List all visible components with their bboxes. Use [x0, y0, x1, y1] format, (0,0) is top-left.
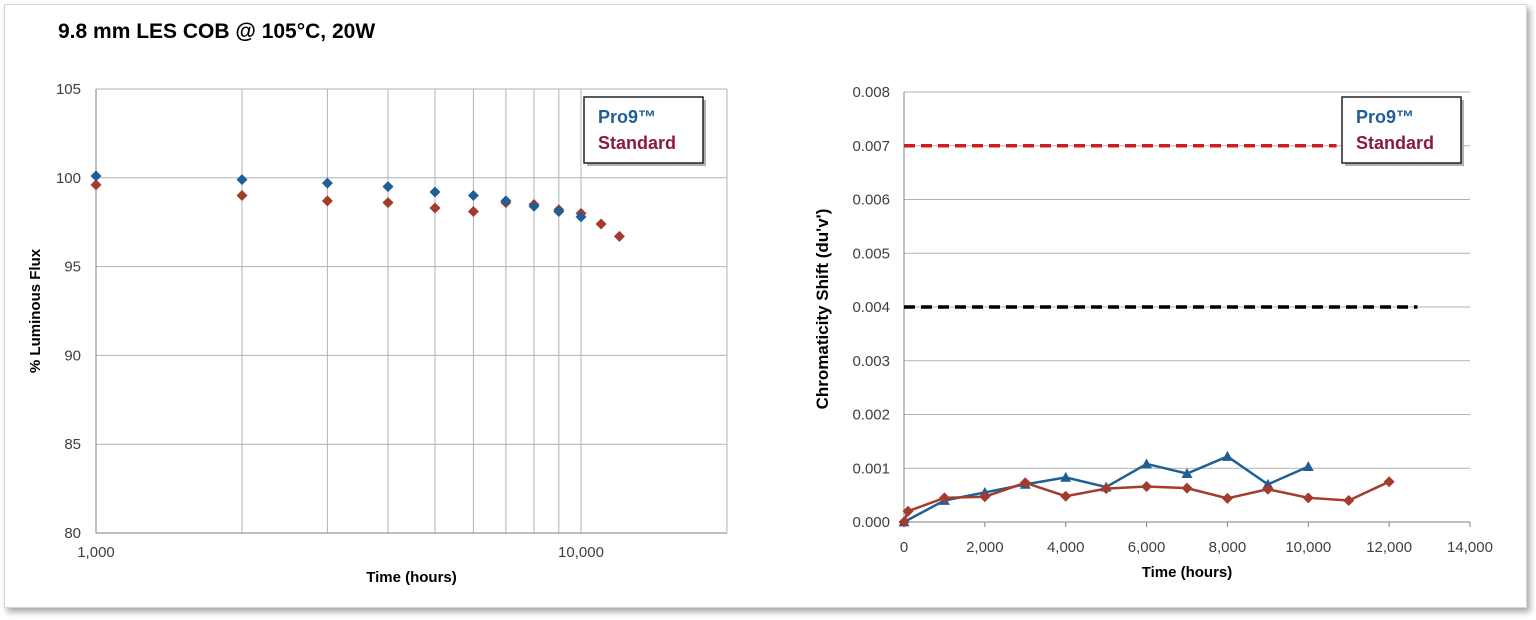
data-point	[1383, 476, 1395, 488]
y-tick-label: 90	[64, 347, 81, 364]
data-point	[902, 505, 914, 517]
data-point	[1302, 461, 1314, 472]
data-point	[1100, 483, 1112, 495]
series-line	[902, 480, 1390, 523]
x-axis-title: Time (hours)	[366, 569, 457, 586]
data-point	[90, 179, 102, 191]
y-tick-label: 0.002	[852, 407, 890, 424]
data-point	[1221, 492, 1233, 504]
y-tick-label: 0.003	[852, 353, 890, 370]
x-tick-label: 10,000	[558, 544, 604, 561]
y-tick-label: 0.004	[852, 299, 890, 316]
y-tick-label: 0.008	[852, 84, 890, 101]
y-tick-label: 85	[64, 436, 81, 453]
x-tick-label: 10,000	[1285, 539, 1331, 556]
y-axis-title: Chromaticity Shift (du'v')	[813, 209, 832, 410]
data-point	[1181, 482, 1193, 494]
data-point	[321, 195, 333, 207]
data-point	[1343, 495, 1355, 506]
y-tick-label: 0.006	[852, 192, 890, 209]
data-point	[467, 190, 479, 202]
legend-entry-standard: Standard	[1356, 133, 1434, 153]
page-title: 9.8 mm LES COB @ 105°C, 20W	[58, 20, 376, 43]
y-tick-label: 100	[56, 170, 81, 187]
data-point	[1060, 490, 1072, 502]
data-point	[429, 202, 441, 214]
data-point	[1141, 458, 1153, 469]
data-point	[613, 230, 625, 242]
data-point	[236, 174, 248, 186]
y-tick-label: 105	[56, 81, 81, 98]
y-axis-title: % Luminous Flux	[27, 248, 44, 373]
x-tick-label: 14,000	[1447, 539, 1493, 556]
x-tick-label: 12,000	[1366, 539, 1412, 556]
legend-entry-standard: Standard	[598, 133, 676, 153]
y-tick-label: 0.005	[852, 245, 890, 262]
data-point	[1181, 468, 1193, 479]
data-point	[1302, 492, 1314, 504]
figure-frame	[4, 4, 1527, 608]
data-point	[1019, 477, 1031, 489]
x-tick-label: 4,000	[1047, 539, 1085, 556]
y-tick-label: 0.000	[852, 514, 890, 531]
data-point	[382, 181, 394, 193]
x-tick-label: 8,000	[1209, 539, 1247, 556]
y-tick-label: 0.001	[852, 460, 890, 477]
data-point	[321, 177, 333, 189]
y-tick-label: 0.007	[852, 138, 890, 155]
legend-entry-pro9: Pro9™	[1356, 107, 1414, 127]
data-point	[500, 195, 512, 207]
data-point	[382, 197, 394, 209]
data-point	[236, 190, 248, 202]
legend-box	[1341, 96, 1462, 164]
data-point	[553, 206, 565, 218]
legend-box	[583, 96, 704, 164]
data-point	[1060, 471, 1072, 482]
data-point	[528, 200, 540, 212]
y-tick-label: 80	[64, 525, 81, 542]
data-point	[467, 206, 479, 218]
y-tick-label: 95	[64, 259, 81, 276]
data-point	[979, 491, 991, 503]
x-tick-label: 6,000	[1128, 539, 1166, 556]
data-point	[938, 492, 950, 504]
data-point	[898, 516, 910, 528]
legend-entry-pro9: Pro9™	[598, 107, 656, 127]
data-point	[429, 186, 441, 198]
data-point	[1262, 483, 1274, 495]
x-axis-title: Time (hours)	[1142, 564, 1233, 581]
x-tick-label: 0	[900, 539, 908, 556]
data-point	[1221, 450, 1233, 461]
x-tick-label: 2,000	[966, 539, 1004, 556]
data-point	[595, 218, 607, 230]
data-point	[1141, 481, 1153, 493]
x-tick-label: 1,000	[77, 544, 115, 561]
data-point	[575, 211, 587, 223]
data-point	[90, 170, 102, 182]
